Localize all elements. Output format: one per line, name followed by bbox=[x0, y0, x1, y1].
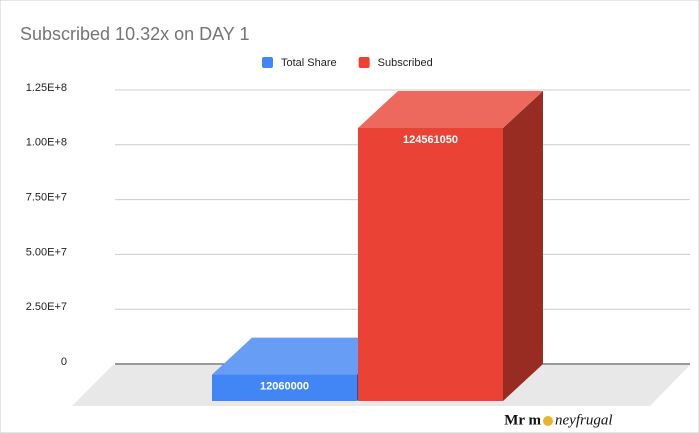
y-tick-label: 7.50E+7 bbox=[26, 192, 67, 204]
bar bbox=[358, 127, 503, 401]
bar bbox=[212, 374, 357, 401]
chart-title: Subscribed 10.32x on DAY 1 bbox=[20, 24, 249, 44]
legend-swatch bbox=[262, 57, 273, 68]
y-tick-label: 2.50E+7 bbox=[26, 301, 67, 313]
legend-label: Subscribed bbox=[378, 57, 433, 69]
watermark-right: neyfrugal bbox=[555, 412, 613, 428]
y-tick-label: 1.00E+8 bbox=[26, 137, 67, 149]
watermark-left: Mr m bbox=[504, 412, 541, 428]
y-tick-label: 5.00E+7 bbox=[26, 246, 67, 258]
data-label: 124561050 bbox=[403, 134, 458, 146]
bar-top bbox=[212, 337, 397, 375]
bar-side bbox=[503, 90, 543, 401]
y-tick-label: 0 bbox=[61, 356, 67, 368]
data-label: 12060000 bbox=[260, 380, 309, 392]
legend-label: Total Share bbox=[281, 57, 337, 69]
y-tick-label: 1.25E+8 bbox=[26, 82, 67, 94]
coin-icon bbox=[543, 416, 553, 426]
bar-top bbox=[358, 90, 543, 128]
legend-swatch bbox=[358, 57, 370, 68]
